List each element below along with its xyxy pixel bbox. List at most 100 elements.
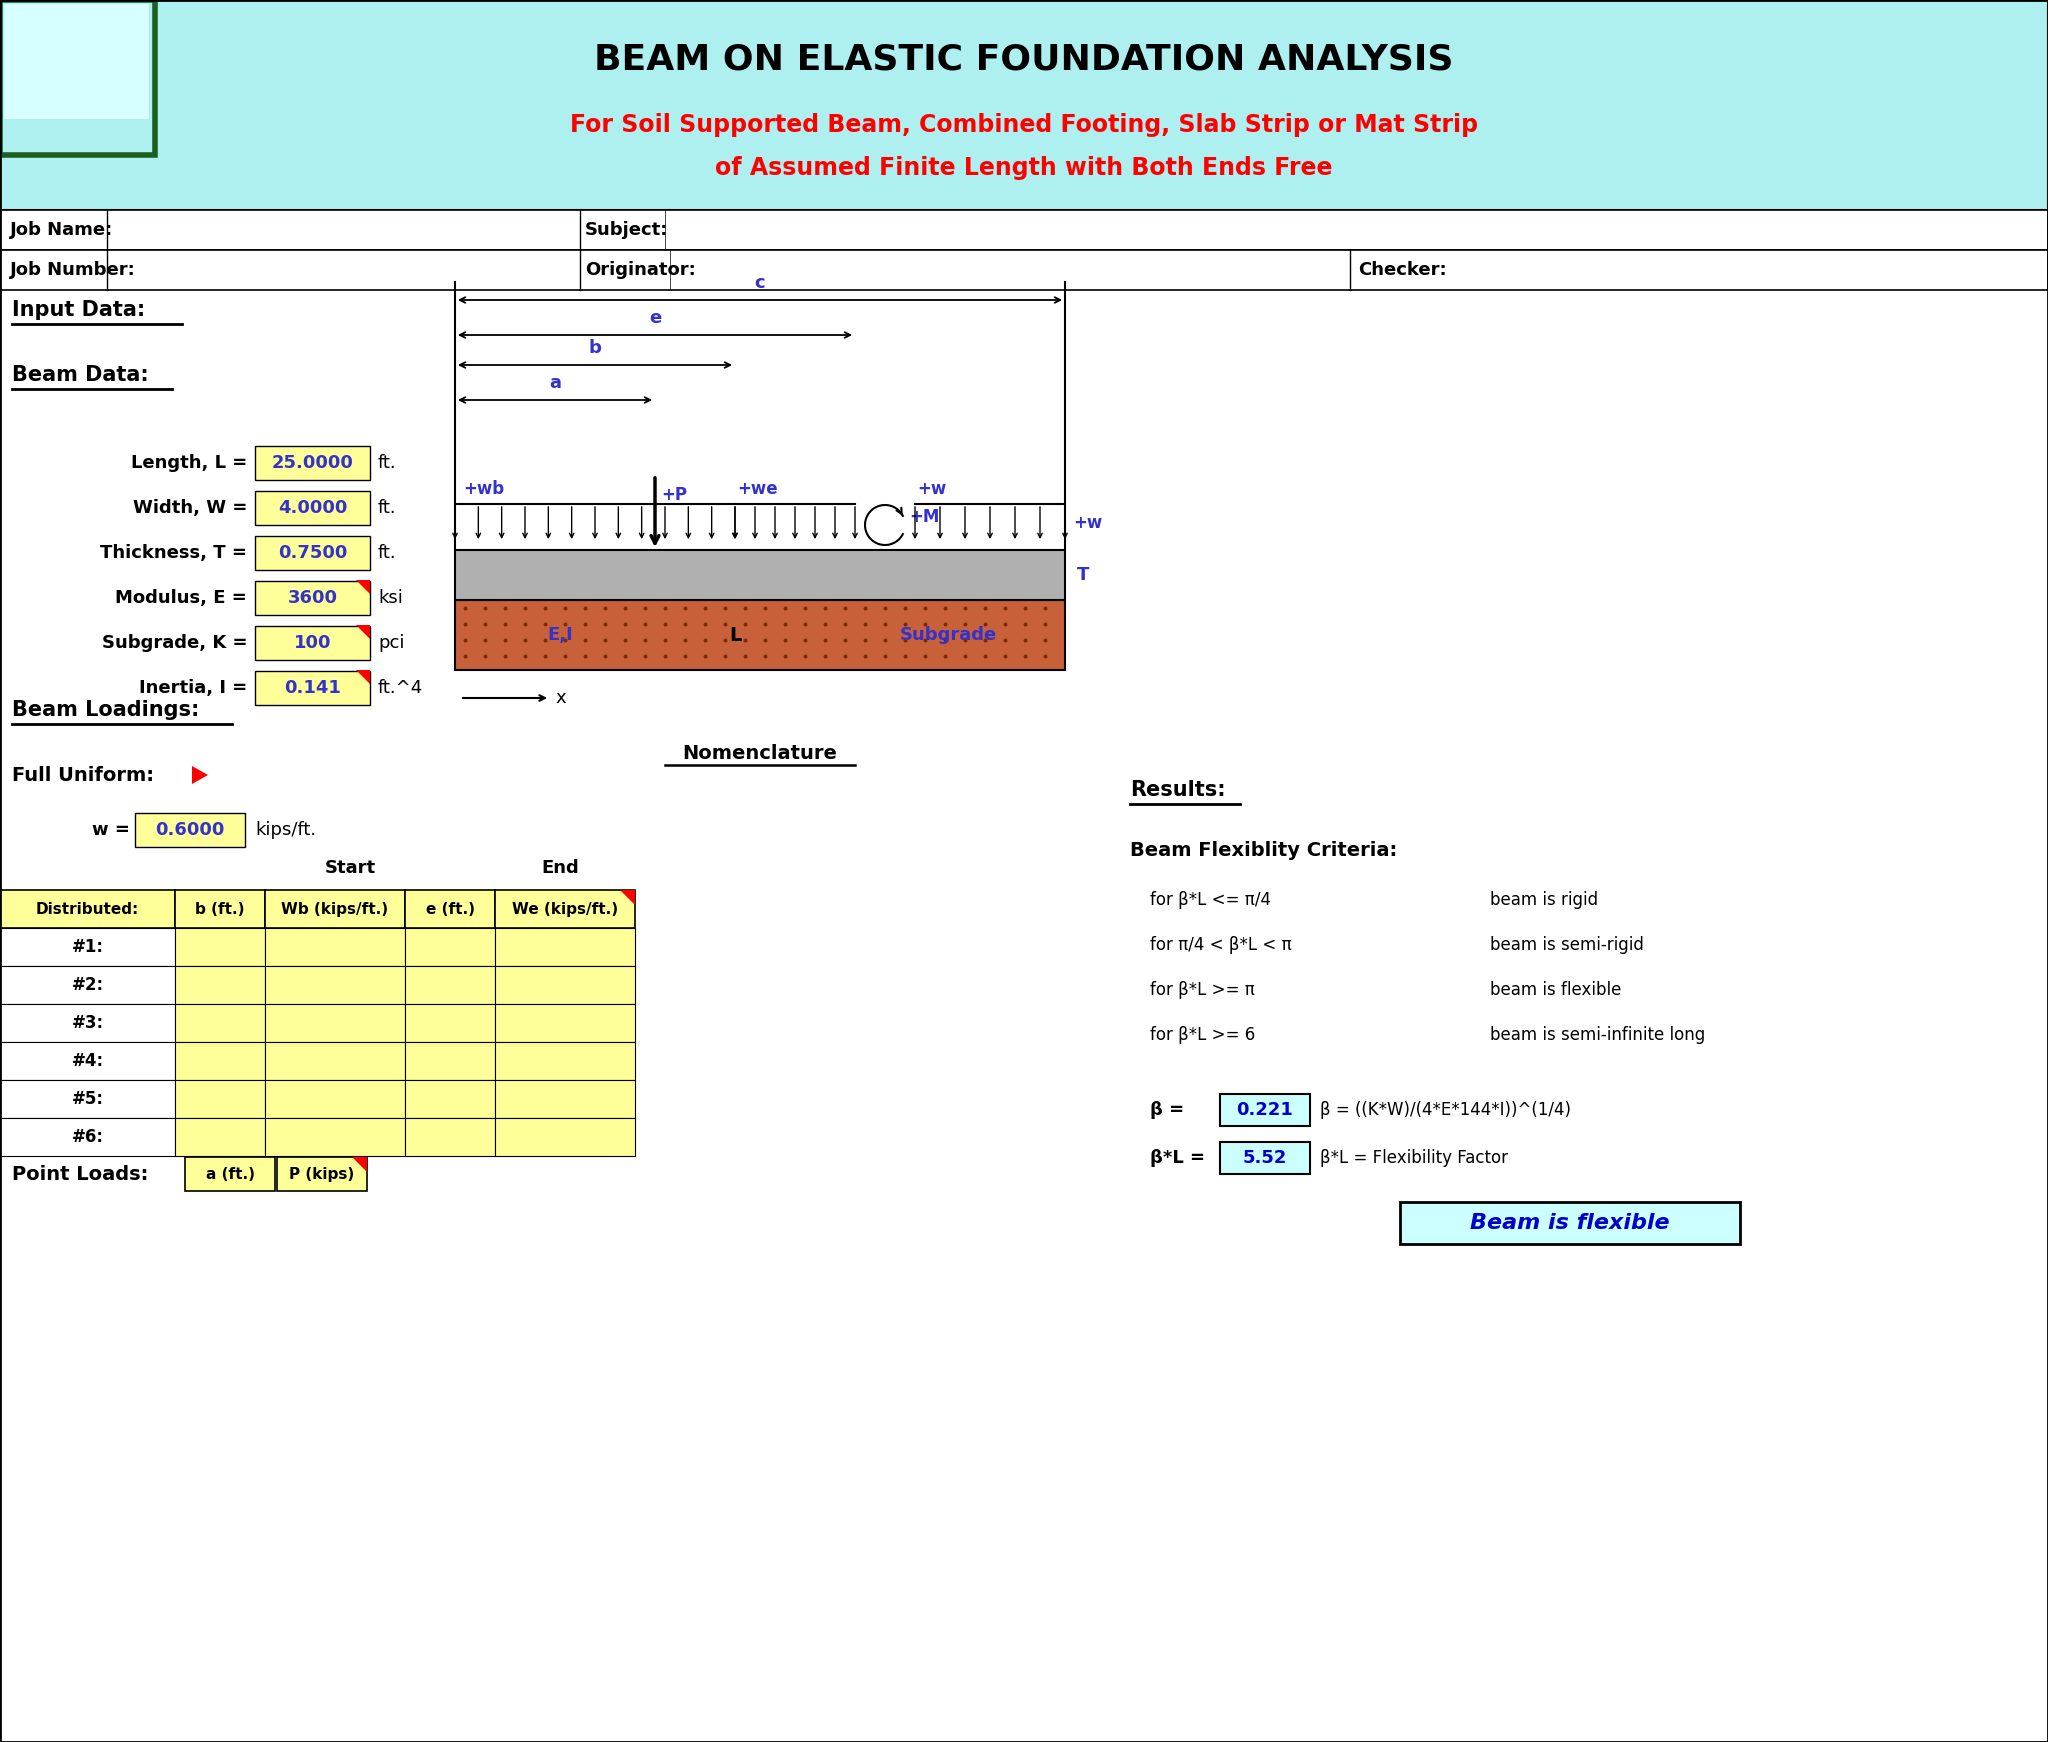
Text: P (kips): P (kips)	[289, 1167, 354, 1181]
Text: for β*L >= π: for β*L >= π	[1151, 981, 1255, 998]
Bar	[256, 535, 371, 570]
Text: 0.6000: 0.6000	[156, 820, 225, 840]
Bar	[406, 890, 496, 928]
Bar	[496, 890, 635, 928]
Text: beam is semi-infinite long: beam is semi-infinite long	[1491, 1026, 1706, 1043]
Text: Thickness, T =: Thickness, T =	[100, 544, 248, 561]
Polygon shape	[356, 580, 371, 594]
Text: a (ft.): a (ft.)	[205, 1167, 254, 1181]
Bar	[174, 1118, 264, 1157]
Bar	[4, 3, 150, 118]
Text: Job Name:: Job Name:	[10, 221, 113, 239]
Text: pci: pci	[379, 634, 406, 652]
Text: beam is semi-rigid: beam is semi-rigid	[1491, 935, 1645, 955]
Text: Subject:: Subject:	[586, 221, 668, 239]
Bar	[256, 446, 371, 479]
Text: +we: +we	[737, 481, 778, 498]
Bar	[406, 928, 496, 967]
Text: β =: β =	[1151, 1101, 1184, 1118]
Bar	[0, 1042, 174, 1080]
Bar	[0, 0, 156, 155]
Text: #1:: #1:	[72, 937, 104, 956]
Bar	[0, 0, 2048, 211]
Text: E,I: E,I	[547, 625, 573, 645]
Text: β = ((K*W)/(4*E*144*I))^(1/4): β = ((K*W)/(4*E*144*I))^(1/4)	[1321, 1101, 1571, 1118]
Bar	[276, 1157, 367, 1192]
Text: 100: 100	[293, 634, 332, 652]
Bar	[264, 890, 406, 928]
Text: Checker:: Checker:	[1358, 261, 1446, 279]
Text: x: x	[555, 690, 565, 707]
Bar	[256, 625, 371, 660]
Text: beam is flexible: beam is flexible	[1491, 981, 1622, 998]
Text: Point Loads:: Point Loads:	[12, 1164, 147, 1183]
Text: ft.: ft.	[379, 498, 397, 516]
Bar	[406, 1118, 496, 1157]
Text: +wb: +wb	[463, 481, 504, 498]
Text: T: T	[1077, 566, 1090, 584]
Text: #6:: #6:	[72, 1129, 104, 1146]
Text: Beam Flexiblity Criteria:: Beam Flexiblity Criteria:	[1130, 840, 1397, 859]
Bar	[0, 1080, 174, 1118]
Text: L: L	[729, 625, 741, 645]
Text: End: End	[541, 859, 580, 876]
Text: β*L = Flexibility Factor: β*L = Flexibility Factor	[1321, 1150, 1507, 1167]
Text: 0.141: 0.141	[285, 678, 340, 697]
Text: +M: +M	[909, 509, 940, 526]
Text: 0.7500: 0.7500	[279, 544, 348, 561]
Polygon shape	[193, 766, 209, 784]
Text: Width, W =: Width, W =	[133, 498, 248, 516]
Bar	[496, 928, 635, 967]
Text: Results:: Results:	[1130, 780, 1225, 800]
Text: +w: +w	[1073, 514, 1102, 531]
Bar	[406, 967, 496, 1003]
Text: Subgrade, K =: Subgrade, K =	[102, 634, 248, 652]
Bar	[496, 1003, 635, 1042]
Text: β*L =: β*L =	[1151, 1150, 1204, 1167]
Bar	[455, 550, 1065, 599]
Polygon shape	[352, 1157, 367, 1172]
Bar	[174, 1080, 264, 1118]
Bar	[455, 599, 1065, 671]
Bar	[1401, 1202, 1741, 1244]
Bar	[256, 580, 371, 615]
Text: #2:: #2:	[72, 976, 104, 995]
Bar	[174, 1003, 264, 1042]
Text: beam is rigid: beam is rigid	[1491, 890, 1597, 909]
Text: c: c	[754, 273, 766, 293]
Text: #3:: #3:	[72, 1014, 104, 1031]
Text: Input Data:: Input Data:	[12, 300, 145, 321]
Bar	[1221, 1143, 1311, 1174]
Text: kips/ft.: kips/ft.	[256, 820, 315, 840]
Bar	[0, 1003, 174, 1042]
Text: w =: w =	[92, 820, 129, 840]
Bar	[0, 967, 174, 1003]
Text: +w: +w	[918, 481, 946, 498]
Text: b (ft.): b (ft.)	[195, 902, 246, 916]
Text: b: b	[588, 340, 602, 357]
Bar	[264, 1042, 406, 1080]
Text: Nomenclature: Nomenclature	[682, 744, 838, 763]
Text: Distributed:: Distributed:	[37, 902, 139, 916]
Bar	[256, 491, 371, 524]
Bar	[406, 1042, 496, 1080]
Text: ft.: ft.	[379, 544, 397, 561]
Bar	[0, 211, 2048, 251]
Text: Job Number:: Job Number:	[10, 261, 135, 279]
Bar	[406, 1080, 496, 1118]
Bar	[496, 1042, 635, 1080]
Text: ft.^4: ft.^4	[379, 678, 424, 697]
Bar	[496, 1080, 635, 1118]
Bar	[264, 1118, 406, 1157]
Text: 4.0000: 4.0000	[279, 498, 348, 516]
Text: For Soil Supported Beam, Combined Footing, Slab Strip or Mat Strip: For Soil Supported Beam, Combined Footin…	[569, 113, 1479, 138]
Text: Beam Data:: Beam Data:	[12, 366, 150, 385]
Text: Modulus, E =: Modulus, E =	[115, 589, 248, 606]
Text: for β*L >= 6: for β*L >= 6	[1151, 1026, 1255, 1043]
Text: a: a	[549, 375, 561, 392]
Text: Inertia, I =: Inertia, I =	[139, 678, 248, 697]
Bar	[0, 890, 174, 928]
Text: ft.: ft.	[379, 453, 397, 472]
Bar	[184, 1157, 274, 1192]
Text: Start: Start	[324, 859, 375, 876]
